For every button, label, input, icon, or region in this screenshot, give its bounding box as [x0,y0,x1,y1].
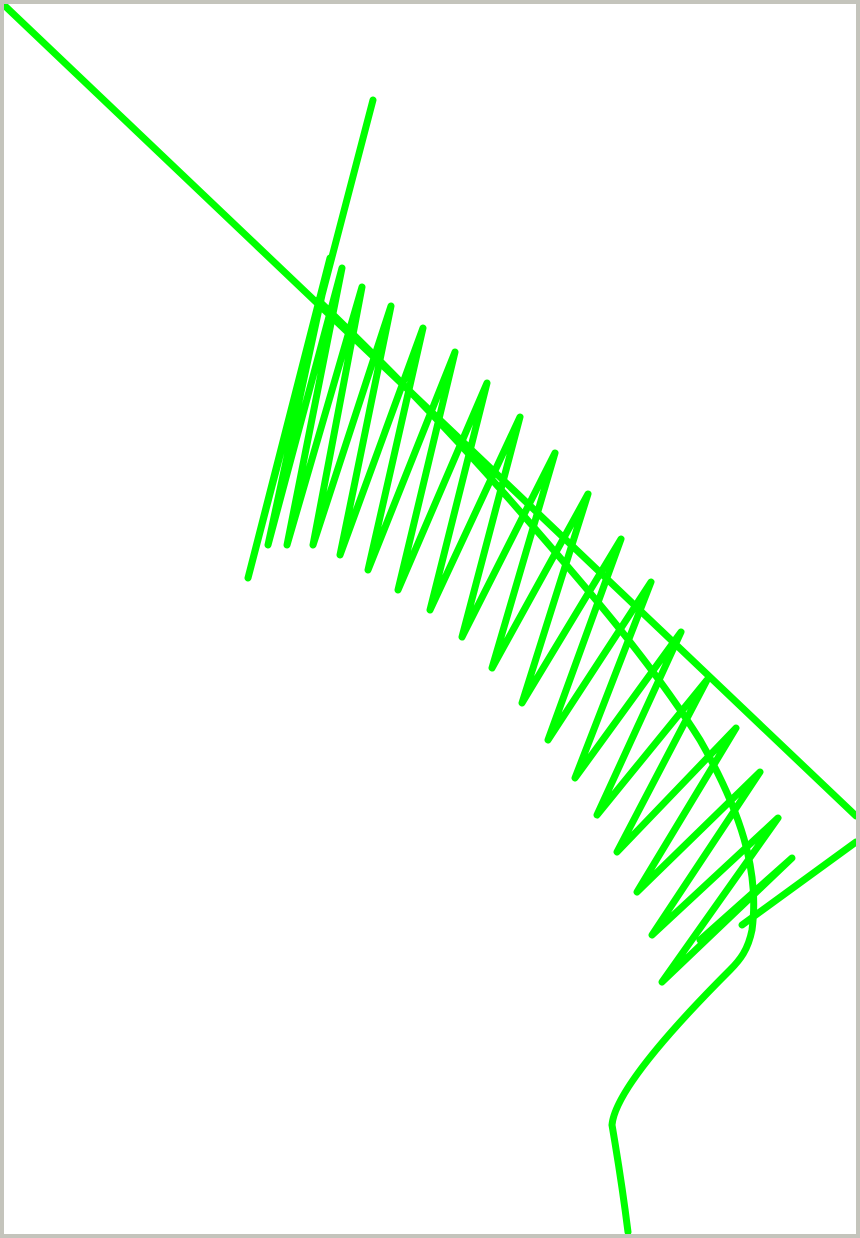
stroke [314,296,758,1234]
stroke [244,96,796,986]
drawing-canvas[interactable] [4,4,856,1234]
stroke [738,838,856,929]
drawing [4,4,856,1234]
